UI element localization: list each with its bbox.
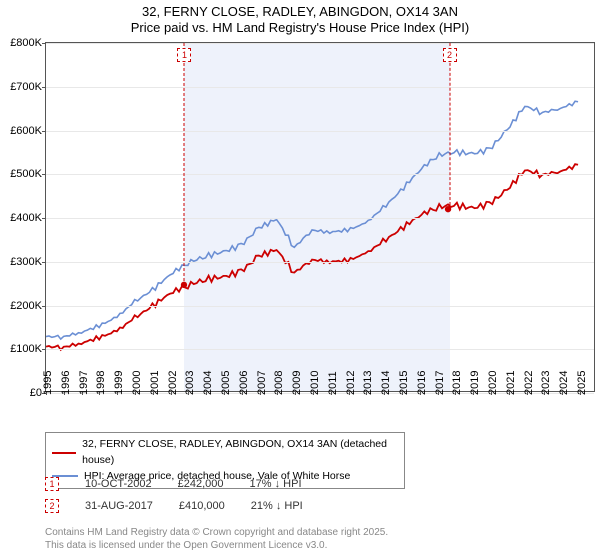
- y-axis-label: £800K: [10, 37, 42, 49]
- footer: Contains HM Land Registry data © Crown c…: [45, 526, 388, 552]
- x-axis-label: 2024: [558, 371, 570, 395]
- y-axis-label: £0: [30, 387, 42, 399]
- sale-date-1: 10-OCT-2002: [85, 478, 152, 490]
- x-axis-label: 1996: [60, 371, 72, 395]
- sale-row-2: 2 31-AUG-2017 £410,000 21% ↓ HPI: [45, 499, 303, 513]
- sale-marker-box-1: 1: [177, 48, 191, 62]
- x-axis-label: 2010: [309, 371, 321, 395]
- y-axis-label: £200K: [10, 300, 42, 312]
- x-axis-label: 2008: [273, 371, 285, 395]
- x-axis-label: 2012: [345, 371, 357, 395]
- x-axis-label: 2013: [362, 371, 374, 395]
- y-axis-label: £500K: [10, 168, 42, 180]
- sale-price-2: £410,000: [179, 500, 225, 512]
- sale-marker-1: 1: [45, 477, 59, 491]
- x-axis-label: 2011: [327, 371, 339, 395]
- x-axis-label: 2002: [167, 371, 179, 395]
- x-axis-label: 2004: [202, 371, 214, 395]
- chart-svg: [46, 43, 594, 391]
- x-axis-label: 2015: [398, 371, 410, 395]
- title-line-2: Price paid vs. HM Land Registry's House …: [0, 20, 600, 36]
- sale-price-1: £242,000: [178, 478, 224, 490]
- title-block: 32, FERNY CLOSE, RADLEY, ABINGDON, OX14 …: [0, 0, 600, 37]
- sale-marker-2: 2: [45, 499, 59, 513]
- legend-row-price-paid: 32, FERNY CLOSE, RADLEY, ABINGDON, OX14 …: [52, 437, 398, 469]
- x-axis-label: 2000: [131, 371, 143, 395]
- x-axis-label: 2009: [291, 371, 303, 395]
- legend-label-price-paid: 32, FERNY CLOSE, RADLEY, ABINGDON, OX14 …: [82, 437, 398, 469]
- footer-line-1: Contains HM Land Registry data © Crown c…: [45, 526, 388, 539]
- y-axis-label: £700K: [10, 81, 42, 93]
- x-axis-label: 2018: [451, 371, 463, 395]
- x-axis-label: 2021: [505, 371, 517, 395]
- y-axis-label: £100K: [10, 343, 42, 355]
- figure-container: 32, FERNY CLOSE, RADLEY, ABINGDON, OX14 …: [0, 0, 600, 560]
- x-axis-label: 2005: [220, 371, 232, 395]
- x-axis-label: 1998: [95, 371, 107, 395]
- x-axis-label: 2003: [184, 371, 196, 395]
- y-axis-label: £300K: [10, 256, 42, 268]
- y-axis-label: £400K: [10, 212, 42, 224]
- sale-row-1: 1 10-OCT-2002 £242,000 17% ↓ HPI: [45, 477, 302, 491]
- x-axis-label: 2014: [380, 371, 392, 395]
- sale-vs-hpi-1: 17% ↓ HPI: [250, 478, 302, 490]
- x-axis-label: 2007: [256, 371, 268, 395]
- footer-line-2: This data is licensed under the Open Gov…: [45, 539, 388, 552]
- x-axis-label: 2023: [540, 371, 552, 395]
- x-axis-label: 1997: [78, 371, 90, 395]
- x-axis-label: 2019: [469, 371, 481, 395]
- sale-marker-box-2: 2: [443, 48, 457, 62]
- x-axis-label: 2016: [416, 371, 428, 395]
- x-axis-label: 1999: [113, 371, 125, 395]
- chart-plot-area: £0£100K£200K£300K£400K£500K£600K£700K£80…: [45, 42, 595, 392]
- x-axis-label: 2025: [576, 371, 588, 395]
- x-axis-label: 1995: [42, 371, 54, 395]
- x-axis-label: 2006: [238, 371, 250, 395]
- x-axis-label: 2022: [523, 371, 535, 395]
- legend-swatch-price-paid: [52, 452, 76, 454]
- sale-vs-hpi-2: 21% ↓ HPI: [251, 500, 303, 512]
- sale-date-2: 31-AUG-2017: [85, 500, 153, 512]
- x-axis-label: 2020: [487, 371, 499, 395]
- x-axis-label: 2017: [434, 371, 446, 395]
- title-line-1: 32, FERNY CLOSE, RADLEY, ABINGDON, OX14 …: [0, 4, 600, 20]
- x-axis-label: 2001: [149, 371, 161, 395]
- y-axis-label: £600K: [10, 125, 42, 137]
- series-hpi: [46, 101, 578, 339]
- series-price_paid: [46, 164, 578, 350]
